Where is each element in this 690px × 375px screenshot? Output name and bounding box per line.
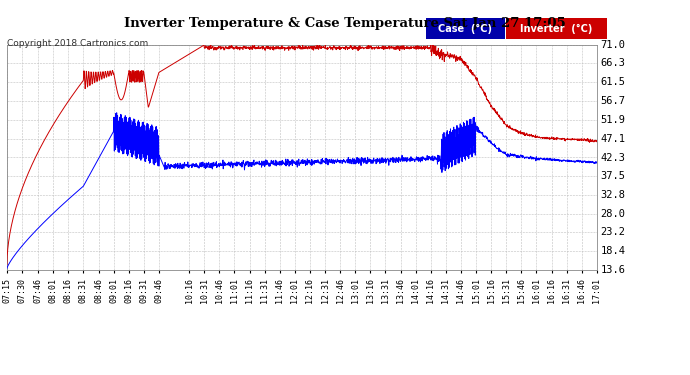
Text: 18.4: 18.4	[600, 246, 625, 256]
Text: Copyright 2018 Cartronics.com: Copyright 2018 Cartronics.com	[7, 39, 148, 48]
Text: 37.5: 37.5	[600, 171, 625, 182]
Text: 28.0: 28.0	[600, 209, 625, 219]
Text: 56.7: 56.7	[600, 96, 625, 106]
Text: 32.8: 32.8	[600, 190, 625, 200]
Text: 13.6: 13.6	[600, 265, 625, 275]
Text: 66.3: 66.3	[600, 58, 625, 68]
Text: 71.0: 71.0	[600, 40, 625, 50]
Text: 42.3: 42.3	[600, 153, 625, 162]
Text: 47.1: 47.1	[600, 134, 625, 144]
Text: Inverter Temperature & Case Temperature Sat Jan 27 17:05: Inverter Temperature & Case Temperature …	[124, 17, 566, 30]
Text: Case  (°C): Case (°C)	[438, 24, 492, 33]
Text: 23.2: 23.2	[600, 227, 625, 237]
Text: Inverter  (°C): Inverter (°C)	[520, 24, 592, 33]
Text: 61.5: 61.5	[600, 77, 625, 87]
Text: 51.9: 51.9	[600, 115, 625, 125]
